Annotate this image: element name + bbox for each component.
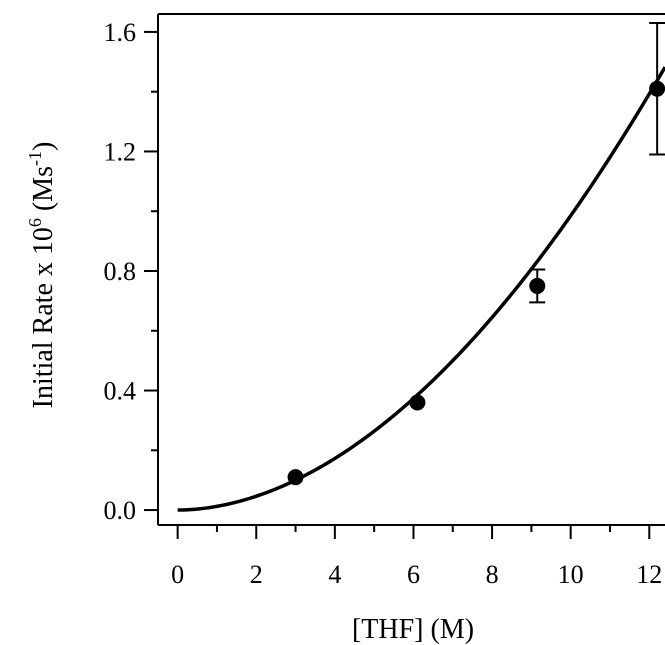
plot-area: 0 2 4 6 8 10 12 0.0 0.4 0.8 1.2 1.6	[104, 13, 665, 589]
y-axis-label: Initial Rate x 106 (Ms-1)	[25, 142, 59, 409]
fit-curve	[177, 66, 665, 512]
x-tick-label: 0	[171, 560, 184, 589]
x-axis-label: [THF] (M)	[352, 614, 474, 645]
y-tick-label: 1.2	[104, 137, 137, 166]
data-point	[529, 277, 546, 294]
y-tick-label: 1.6	[104, 18, 137, 47]
y-axis-label-unit-exponent: -1	[25, 151, 45, 166]
y-axis-label-exponent: 6	[25, 218, 45, 227]
x-tick-label: 6	[407, 560, 420, 589]
y-axis-label-main: Initial Rate x 10	[28, 227, 59, 408]
data-point	[287, 469, 304, 486]
y-tick-label: 0.0	[104, 496, 137, 525]
x-tick-label: 12	[636, 560, 662, 589]
x-tick-label: 4	[328, 560, 341, 589]
x-tick-label: 10	[558, 560, 584, 589]
data-point	[409, 394, 426, 411]
y-axis-label-close: )	[28, 142, 59, 151]
y-axis-label-unit: (Ms	[28, 166, 59, 218]
data-point	[649, 80, 665, 97]
x-tick-label: 8	[486, 560, 499, 589]
y-tick-label: 0.4	[104, 377, 137, 406]
x-tick-label: 2	[250, 560, 263, 589]
y-tick-label: 0.8	[104, 257, 137, 286]
